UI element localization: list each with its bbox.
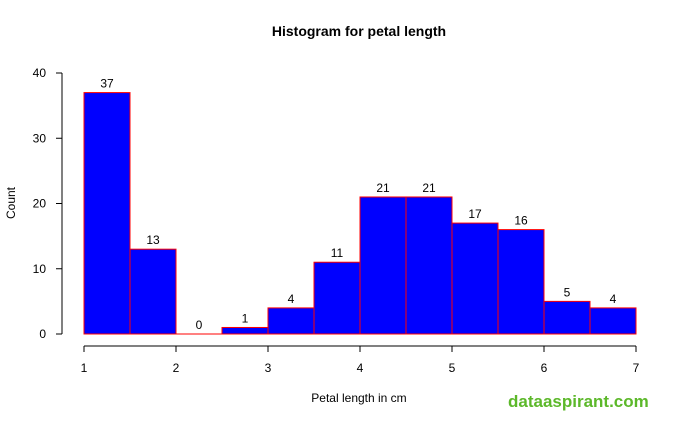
histogram-bar — [589, 307, 637, 335]
bar-count-label: 16 — [514, 214, 528, 228]
y-tick-label: 20 — [33, 197, 47, 211]
bar-count-label: 13 — [146, 233, 160, 247]
x-axis: 1 2 3 4 5 6 7 — [81, 345, 640, 375]
histogram-bar — [451, 222, 499, 335]
bar-count-label: 21 — [422, 181, 436, 195]
histogram-bar — [543, 300, 591, 335]
bar-count-label: 4 — [610, 292, 617, 306]
bar-count-label: 17 — [468, 207, 482, 221]
y-axis: 0 10 20 30 40 — [33, 66, 63, 341]
histogram-bar — [405, 196, 453, 335]
histogram-bar — [83, 92, 131, 335]
bar-count-label: 4 — [288, 292, 295, 306]
y-tick-label: 40 — [33, 66, 47, 80]
x-tick-label: 5 — [449, 361, 456, 375]
histogram-bar — [313, 261, 361, 335]
y-tick-label: 0 — [39, 327, 46, 341]
x-tick-label: 3 — [265, 361, 272, 375]
histogram-bar — [221, 326, 269, 335]
histogram-bar — [129, 248, 177, 335]
x-tick-label: 2 — [173, 361, 180, 375]
x-axis-label: Petal length in cm — [311, 391, 406, 405]
x-tick-label: 7 — [633, 361, 640, 375]
histogram-bar — [359, 196, 407, 335]
bar-count-label: 5 — [564, 285, 571, 299]
histogram-bar — [497, 229, 545, 335]
bar-count-label: 21 — [376, 181, 390, 195]
bar-count-label: 1 — [242, 311, 249, 325]
y-axis-label: Count — [4, 186, 18, 219]
bar-count-label: 37 — [100, 77, 114, 91]
y-tick-label: 30 — [33, 131, 47, 145]
bar-labels-group: 37 13 0 1 4 11 21 21 17 16 5 4 — [100, 77, 616, 332]
bar-count-label: 11 — [331, 246, 344, 260]
chart-title: Histogram for petal length — [272, 23, 446, 39]
x-tick-label: 1 — [81, 361, 88, 375]
bars-group — [83, 92, 637, 335]
watermark-logo: dataaspirant.com — [508, 392, 649, 411]
x-tick-label: 6 — [541, 361, 548, 375]
histogram-bar — [267, 307, 315, 335]
bar-count-label: 0 — [196, 318, 203, 332]
x-tick-label: 4 — [357, 361, 364, 375]
y-tick-label: 10 — [33, 262, 47, 276]
